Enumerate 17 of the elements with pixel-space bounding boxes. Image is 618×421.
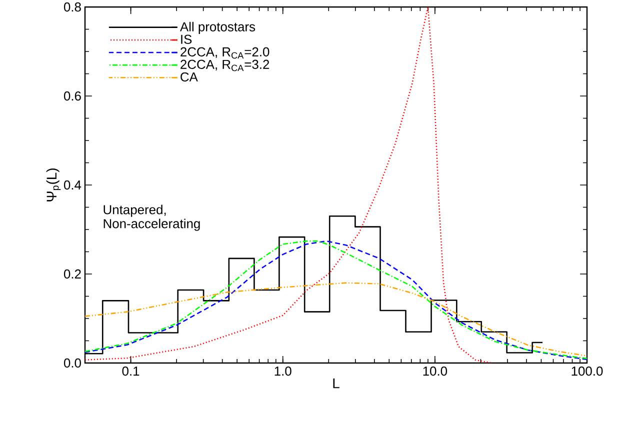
legend-label: CA — [180, 72, 198, 82]
y-tick-label: 0.0 — [64, 358, 81, 368]
legend-label: IS — [181, 34, 192, 44]
legend-label: All protostars — [180, 22, 256, 34]
legend-label: 2CCA, R$_{CA}$=2.0 — [180, 47, 270, 59]
annotation: Untapered, Non-accelerating — [104, 204, 200, 231]
y-tick-label: 0.4 — [64, 180, 82, 190]
x-axis-title: L — [333, 378, 340, 388]
x-tick-label: 10.0 — [423, 366, 448, 376]
x-tick-label: 100.0 — [572, 366, 603, 376]
y-axis-title: Ψ$_{p}$(L) — [46, 168, 61, 202]
y-tick-label: 0.6 — [64, 91, 81, 101]
legend-label: 2CCA, R$_{CA}$=3.2 — [180, 60, 270, 72]
x-tick-label: 1.0 — [274, 366, 292, 376]
y-tick-label: 0.2 — [64, 269, 81, 279]
y-tick-label: 0.8 — [64, 2, 81, 12]
x-tick-label: 0.1 — [122, 366, 140, 376]
